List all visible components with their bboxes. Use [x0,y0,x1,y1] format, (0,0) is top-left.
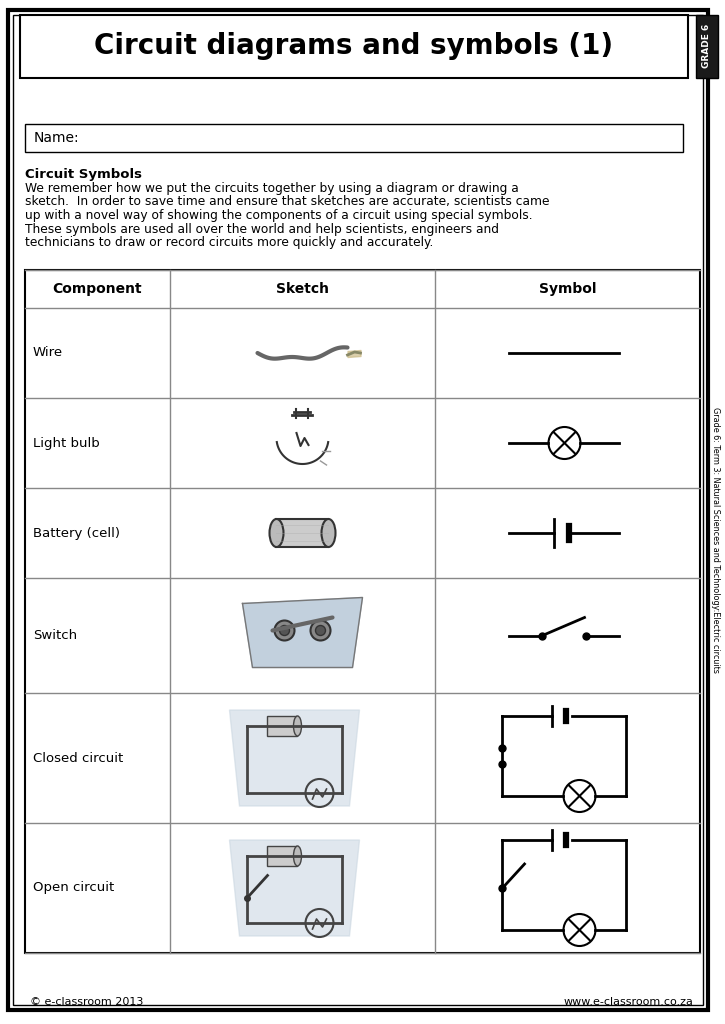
Text: Sketch: Sketch [276,282,329,296]
Ellipse shape [294,846,302,866]
FancyBboxPatch shape [20,15,688,78]
Circle shape [275,621,294,640]
FancyBboxPatch shape [25,270,700,953]
Text: Battery (cell): Battery (cell) [33,526,120,540]
FancyBboxPatch shape [696,15,718,78]
Text: Name:: Name: [34,131,80,145]
Circle shape [280,626,289,636]
FancyBboxPatch shape [8,10,708,1010]
Text: Wire: Wire [33,346,63,359]
Text: technicians to draw or record circuits more quickly and accurately.: technicians to draw or record circuits m… [25,236,434,249]
Text: Closed circuit: Closed circuit [33,752,123,765]
Text: We remember how we put the circuits together by using a diagram or drawing a: We remember how we put the circuits toge… [25,182,519,195]
Text: Symbol: Symbol [539,282,596,296]
Ellipse shape [270,519,283,547]
Text: Light bulb: Light bulb [33,436,100,450]
Text: Open circuit: Open circuit [33,882,115,895]
Circle shape [315,626,326,636]
Ellipse shape [294,716,302,736]
Text: Switch: Switch [33,629,77,642]
FancyBboxPatch shape [13,15,703,1005]
Text: GRADE 6: GRADE 6 [703,24,711,69]
Polygon shape [242,597,362,668]
FancyBboxPatch shape [268,716,297,736]
Polygon shape [230,710,360,806]
Polygon shape [230,840,360,936]
Text: up with a novel way of showing the components of a circuit using special symbols: up with a novel way of showing the compo… [25,209,533,222]
Text: Circuit Symbols: Circuit Symbols [25,168,142,181]
FancyBboxPatch shape [276,519,328,547]
Ellipse shape [321,519,336,547]
FancyBboxPatch shape [25,124,683,152]
FancyBboxPatch shape [268,846,297,866]
Text: © e-classroom 2013: © e-classroom 2013 [30,997,144,1007]
Text: Circuit diagrams and symbols (1): Circuit diagrams and symbols (1) [94,32,613,60]
Circle shape [310,621,331,640]
Text: sketch.  In order to save time and ensure that sketches are accurate, scientists: sketch. In order to save time and ensure… [25,196,550,209]
Text: These symbols are used all over the world and help scientists, engineers and: These symbols are used all over the worl… [25,222,499,236]
Text: Component: Component [53,282,142,296]
Text: Grade 6: Term 3: Natural Sciences and Technology:Electric circuits: Grade 6: Term 3: Natural Sciences and Te… [711,408,721,673]
Text: www.e-classroom.co.za: www.e-classroom.co.za [563,997,693,1007]
